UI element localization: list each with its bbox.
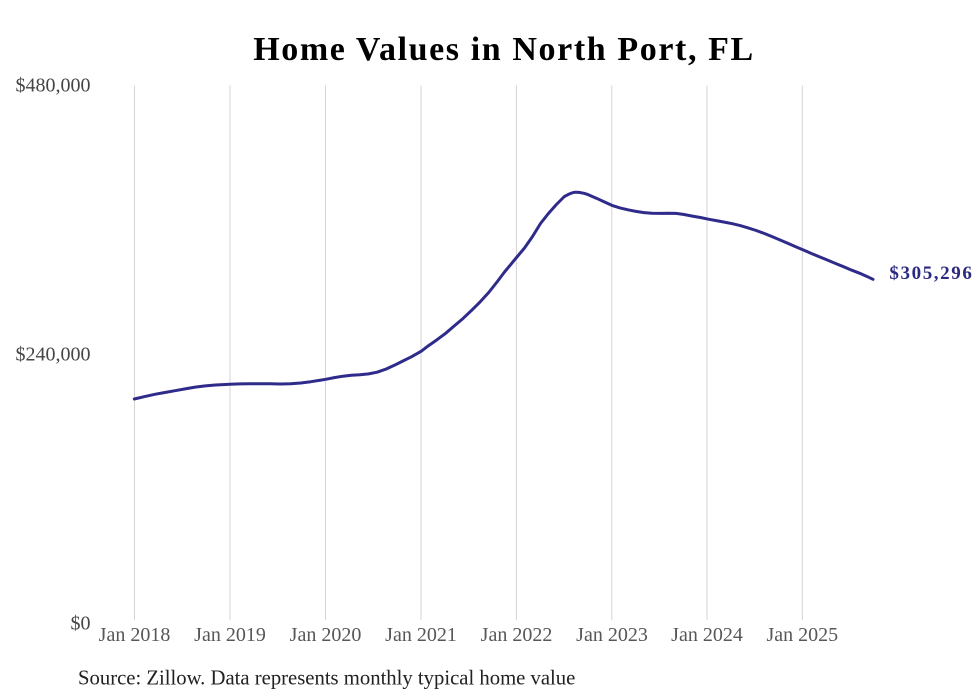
svg-text:$305,296: $305,296 bbox=[889, 263, 973, 284]
svg-text:Jan 2019: Jan 2019 bbox=[194, 624, 266, 646]
svg-text:Jan 2021: Jan 2021 bbox=[385, 624, 457, 646]
svg-text:$480,000: $480,000 bbox=[16, 75, 91, 97]
svg-text:Home Values in North Port, FL: Home Values in North Port, FL bbox=[253, 31, 755, 68]
svg-text:Jan 2020: Jan 2020 bbox=[290, 624, 362, 646]
svg-text:$240,000: $240,000 bbox=[16, 344, 91, 366]
svg-text:Source: Zillow. Data represent: Source: Zillow. Data represents monthly … bbox=[78, 668, 575, 690]
svg-text:$0: $0 bbox=[71, 613, 91, 635]
svg-text:Jan 2022: Jan 2022 bbox=[481, 624, 553, 646]
svg-text:Jan 2018: Jan 2018 bbox=[99, 624, 171, 646]
svg-text:Jan 2024: Jan 2024 bbox=[671, 624, 743, 646]
svg-text:Jan 2023: Jan 2023 bbox=[576, 624, 648, 646]
svg-text:Jan 2025: Jan 2025 bbox=[766, 624, 838, 646]
